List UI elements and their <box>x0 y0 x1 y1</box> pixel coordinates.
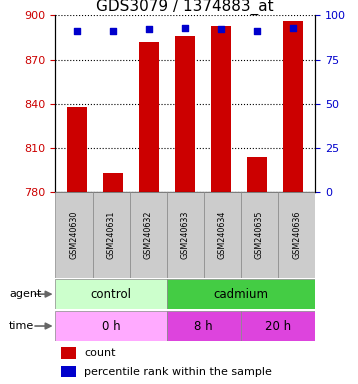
Text: time: time <box>9 321 34 331</box>
Bar <box>61 348 76 359</box>
Text: GSM240633: GSM240633 <box>181 211 190 259</box>
Text: 8 h: 8 h <box>194 319 213 333</box>
Text: GSM240636: GSM240636 <box>292 211 301 259</box>
Bar <box>55 279 167 309</box>
Point <box>110 28 116 34</box>
Bar <box>55 311 167 341</box>
Point <box>218 26 224 33</box>
Text: GSM240635: GSM240635 <box>255 211 264 260</box>
Bar <box>278 192 315 278</box>
Bar <box>284 21 303 192</box>
Point <box>74 28 80 34</box>
Text: GSM240630: GSM240630 <box>69 211 78 259</box>
Bar <box>175 36 195 192</box>
Bar <box>167 311 241 341</box>
Bar <box>247 157 267 192</box>
Bar <box>211 26 231 192</box>
Bar <box>139 42 159 192</box>
Bar <box>67 107 87 192</box>
Text: GSM240631: GSM240631 <box>107 211 116 259</box>
Bar <box>61 366 76 377</box>
Bar <box>241 311 315 341</box>
Bar <box>167 279 315 309</box>
Point <box>290 25 296 31</box>
Text: 0 h: 0 h <box>102 319 120 333</box>
Text: control: control <box>91 288 132 301</box>
Text: GSM240632: GSM240632 <box>144 211 153 260</box>
Bar <box>103 173 123 192</box>
Text: percentile rank within the sample: percentile rank within the sample <box>84 367 272 377</box>
Title: GDS3079 / 1374883_at: GDS3079 / 1374883_at <box>96 0 274 15</box>
Bar <box>55 192 93 278</box>
Point <box>255 28 260 34</box>
Point <box>146 26 152 33</box>
Text: GSM240634: GSM240634 <box>218 211 227 259</box>
Bar <box>241 192 278 278</box>
Text: 20 h: 20 h <box>265 319 291 333</box>
Point <box>183 25 188 31</box>
Bar <box>167 192 204 278</box>
Text: cadmium: cadmium <box>213 288 268 301</box>
Bar <box>204 192 241 278</box>
Text: agent: agent <box>9 289 41 299</box>
Bar <box>130 192 167 278</box>
Bar <box>93 192 130 278</box>
Text: count: count <box>84 348 116 358</box>
